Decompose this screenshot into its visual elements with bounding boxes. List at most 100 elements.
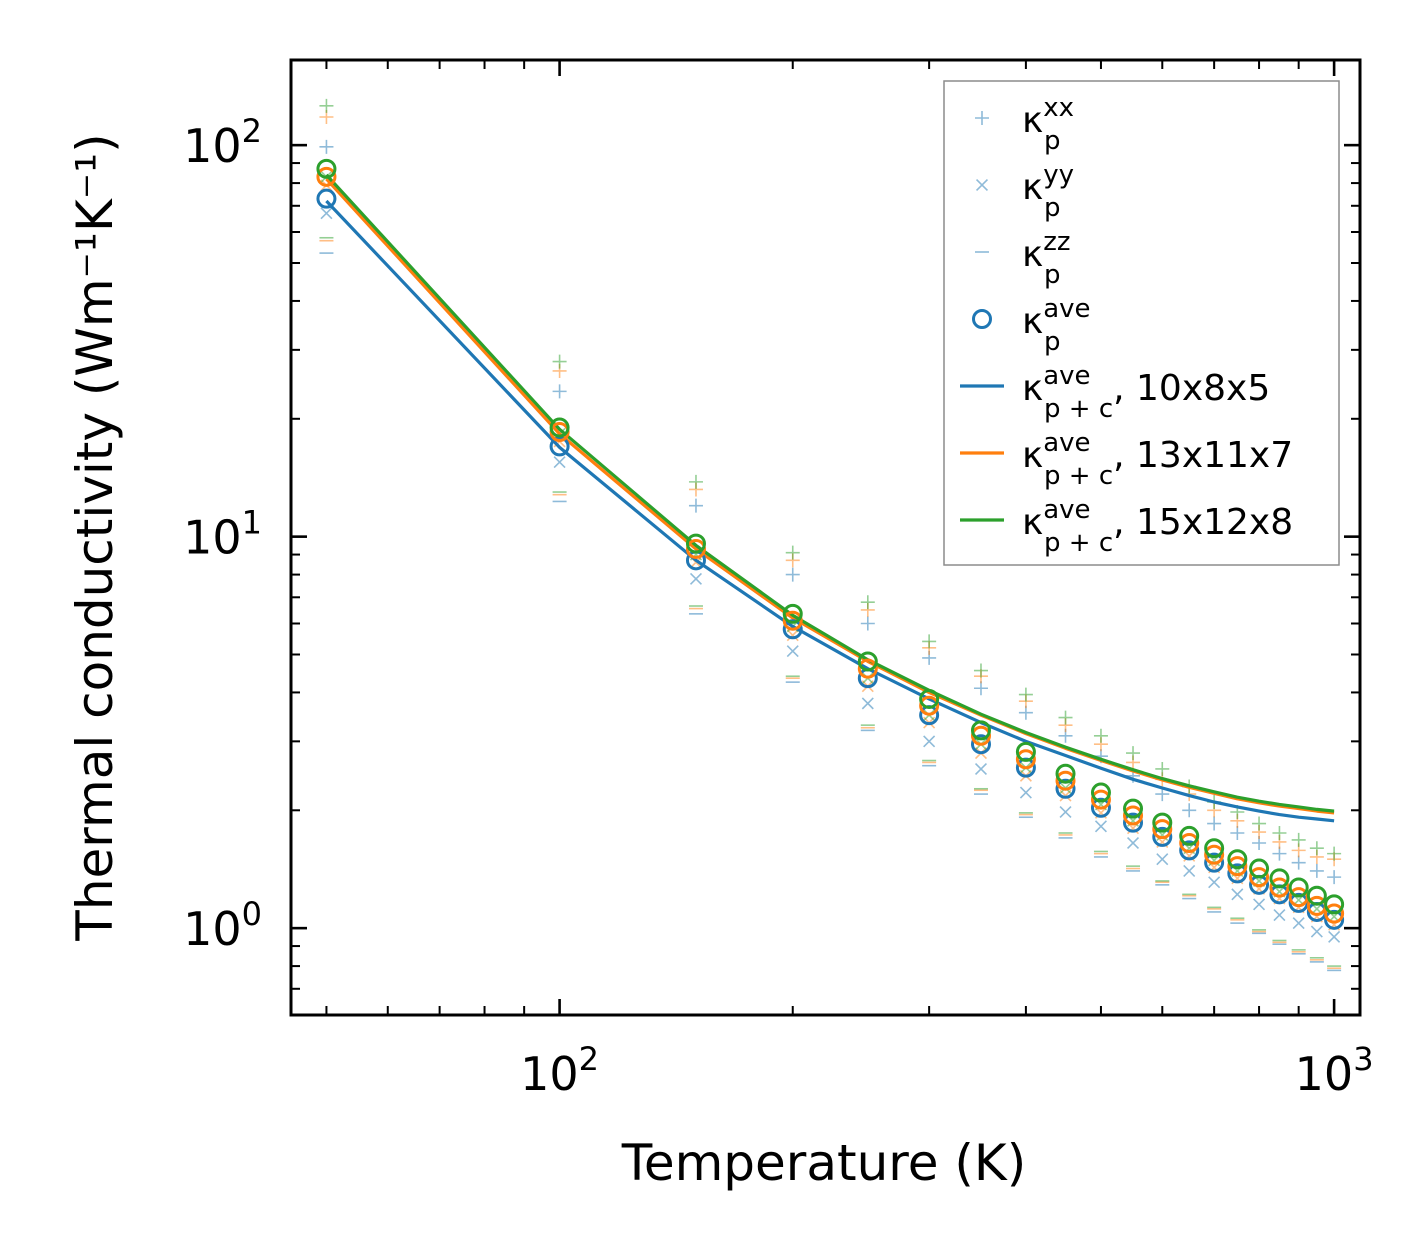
- data-point-ave-15x12x8-500: [1090, 782, 1111, 803]
- data-point-yy-10x8x5-850: [1273, 909, 1286, 922]
- data-point-xx-10x8x5-250: [860, 616, 875, 631]
- x-tick-label-1000: 103: [1295, 1040, 1374, 1101]
- data-point-ave-15x12x8-300: [919, 688, 940, 709]
- data-point-yy-10x8x5-600: [1156, 853, 1169, 866]
- data-point-ave-13x11x7-500: [1090, 789, 1111, 810]
- data-point-xx-15x12x8-50: [319, 98, 334, 113]
- legend-label-2: κzz p: [1022, 227, 1071, 290]
- x-axis-label: Temperature (K): [621, 1134, 1026, 1192]
- data-point-ave-10x8x5-550: [1123, 812, 1144, 833]
- legend-entry-2: κzz p: [975, 227, 1071, 290]
- data-point-ave-10x8x5-350: [970, 734, 991, 755]
- legend-label-3: κave p: [1022, 294, 1091, 357]
- data-point-xx-15x12x8-550: [1126, 746, 1141, 761]
- data-point-yy-10x8x5-700: [1208, 876, 1221, 889]
- data-point-ave-15x12x8-400: [1015, 741, 1036, 762]
- data-point-ave-13x11x7-300: [919, 695, 940, 716]
- data-point-xx-10x8x5-900: [1291, 855, 1306, 870]
- data-point-ave-15x12x8-100: [549, 417, 570, 438]
- data-point-ave-13x11x7-350: [970, 725, 991, 746]
- data-point-ave-15x12x8-900: [1288, 877, 1309, 898]
- data-point-ave-10x8x5-500: [1090, 797, 1111, 818]
- data-point-yy-10x8x5-900: [1292, 917, 1305, 930]
- data-point-yy-10x8x5-350: [974, 762, 988, 776]
- series-x-yy-10x8x5: [320, 207, 1341, 943]
- data-point-xx-15x12x8-200: [785, 545, 800, 560]
- data-point-ave-13x11x7-1000: [1324, 903, 1345, 924]
- series-line-ave-15x12x8: [325, 173, 1335, 813]
- data-point-yy-10x8x5-950: [1310, 925, 1323, 938]
- data-point-ave-13x11x7-600: [1152, 819, 1173, 840]
- series-dash-zz-10x8x5: [319, 252, 1342, 972]
- data-point-xx-15x12x8-300: [922, 634, 937, 649]
- data-point-ave-13x11x7-700: [1204, 844, 1225, 865]
- data-point-ave-10x8x5-900: [1288, 892, 1309, 913]
- legend-entry-3: κave p: [972, 294, 1091, 357]
- data-point-yy-10x8x5-500: [1094, 820, 1107, 833]
- data-point-yy-10x8x5-400: [1019, 786, 1032, 799]
- y-tick-label-1: 100: [183, 895, 262, 956]
- data-point-ave-15x12x8-600: [1152, 812, 1173, 833]
- data-point-yy-10x8x5-150: [689, 572, 703, 585]
- data-point-xx-15x12x8-950: [1309, 841, 1324, 856]
- data-point-ave-15x12x8-750: [1227, 849, 1248, 870]
- data-point-ave-15x12x8-950: [1306, 885, 1327, 906]
- data-point-ave-13x11x7-450: [1055, 770, 1076, 791]
- data-point-xx-10x8x5-100: [552, 384, 567, 399]
- series-dash-zz-13x11x7: [319, 239, 1342, 970]
- legend-marker-3: [972, 309, 992, 329]
- data-point-ave-13x11x7-650: [1179, 833, 1200, 854]
- series-line-ave-10x8x5: [325, 199, 1335, 823]
- data-point-xx-15x12x8-500: [1093, 728, 1108, 743]
- data-point-yy-13x11x7-200: [786, 629, 799, 642]
- legend-box: [943, 80, 1340, 566]
- legend-entry-5: κave p + c, 13x11x7: [960, 428, 1293, 491]
- data-point-ave-13x11x7-400: [1015, 749, 1036, 770]
- data-point-ave-13x11x7-800: [1249, 867, 1270, 888]
- series-dash-zz-15x12x8: [319, 236, 1342, 967]
- legend-entry-1: κyy p: [975, 160, 1074, 223]
- data-point-yy-10x8x5-750: [1231, 888, 1244, 901]
- data-point-yy-10x8x5-450: [1059, 805, 1072, 819]
- data-point-ave-15x12x8-150: [685, 533, 706, 554]
- y-tick-label-100: 102: [183, 112, 262, 173]
- data-point-ave-13x11x7-550: [1123, 805, 1144, 826]
- legend-marker-0: [975, 111, 989, 125]
- legend-label-0: κxx p: [1022, 93, 1074, 156]
- data-point-yy-10x8x5-250: [861, 697, 874, 710]
- data-point-ave-10x8x5-650: [1179, 840, 1200, 861]
- data-point-ave-10x8x5-700: [1204, 852, 1225, 873]
- data-point-ave-13x11x7-850: [1269, 877, 1290, 898]
- data-point-ave-13x11x7-250: [857, 658, 878, 679]
- data-point-xx-10x8x5-350: [973, 681, 988, 696]
- data-point-ave-13x11x7-750: [1227, 856, 1248, 877]
- data-point-ave-10x8x5-100: [549, 436, 570, 457]
- data-point-xx-10x8x5-1000: [1327, 870, 1342, 885]
- data-point-ave-15x12x8-650: [1179, 825, 1200, 846]
- data-point-xx-10x8x5-650: [1182, 803, 1197, 818]
- legend-entry-0: κxx p: [975, 93, 1074, 156]
- data-point-ave-10x8x5-450: [1055, 778, 1076, 799]
- data-point-ave-13x11x7-50: [316, 166, 337, 187]
- data-point-xx-10x8x5-150: [688, 498, 703, 513]
- data-point-ave-15x12x8-450: [1055, 763, 1076, 784]
- data-point-xx-15x12x8-450: [1058, 710, 1073, 725]
- data-point-xx-15x12x8-100: [552, 354, 567, 369]
- data-point-xx-15x12x8-800: [1252, 816, 1267, 831]
- data-point-ave-10x8x5-1000: [1324, 909, 1345, 930]
- legend-label-4: κave p + c, 10x8x5: [1022, 361, 1270, 424]
- data-point-yy-10x8x5-800: [1253, 898, 1266, 911]
- data-point-ave-15x12x8-350: [970, 720, 991, 741]
- data-point-yy-10x8x5-1000: [1328, 930, 1341, 943]
- data-point-xx-10x8x5-950: [1309, 863, 1324, 878]
- data-point-ave-10x8x5-600: [1152, 826, 1173, 847]
- data-point-xx-10x8x5-200: [785, 567, 800, 582]
- data-point-ave-10x8x5-50: [316, 188, 337, 209]
- data-point-ave-15x12x8-800: [1249, 858, 1270, 879]
- data-point-xx-15x12x8-600: [1155, 761, 1170, 776]
- data-point-ave-15x12x8-50: [316, 158, 337, 179]
- data-point-yy-10x8x5-200: [786, 645, 799, 658]
- data-point-ave-15x12x8-700: [1204, 838, 1225, 859]
